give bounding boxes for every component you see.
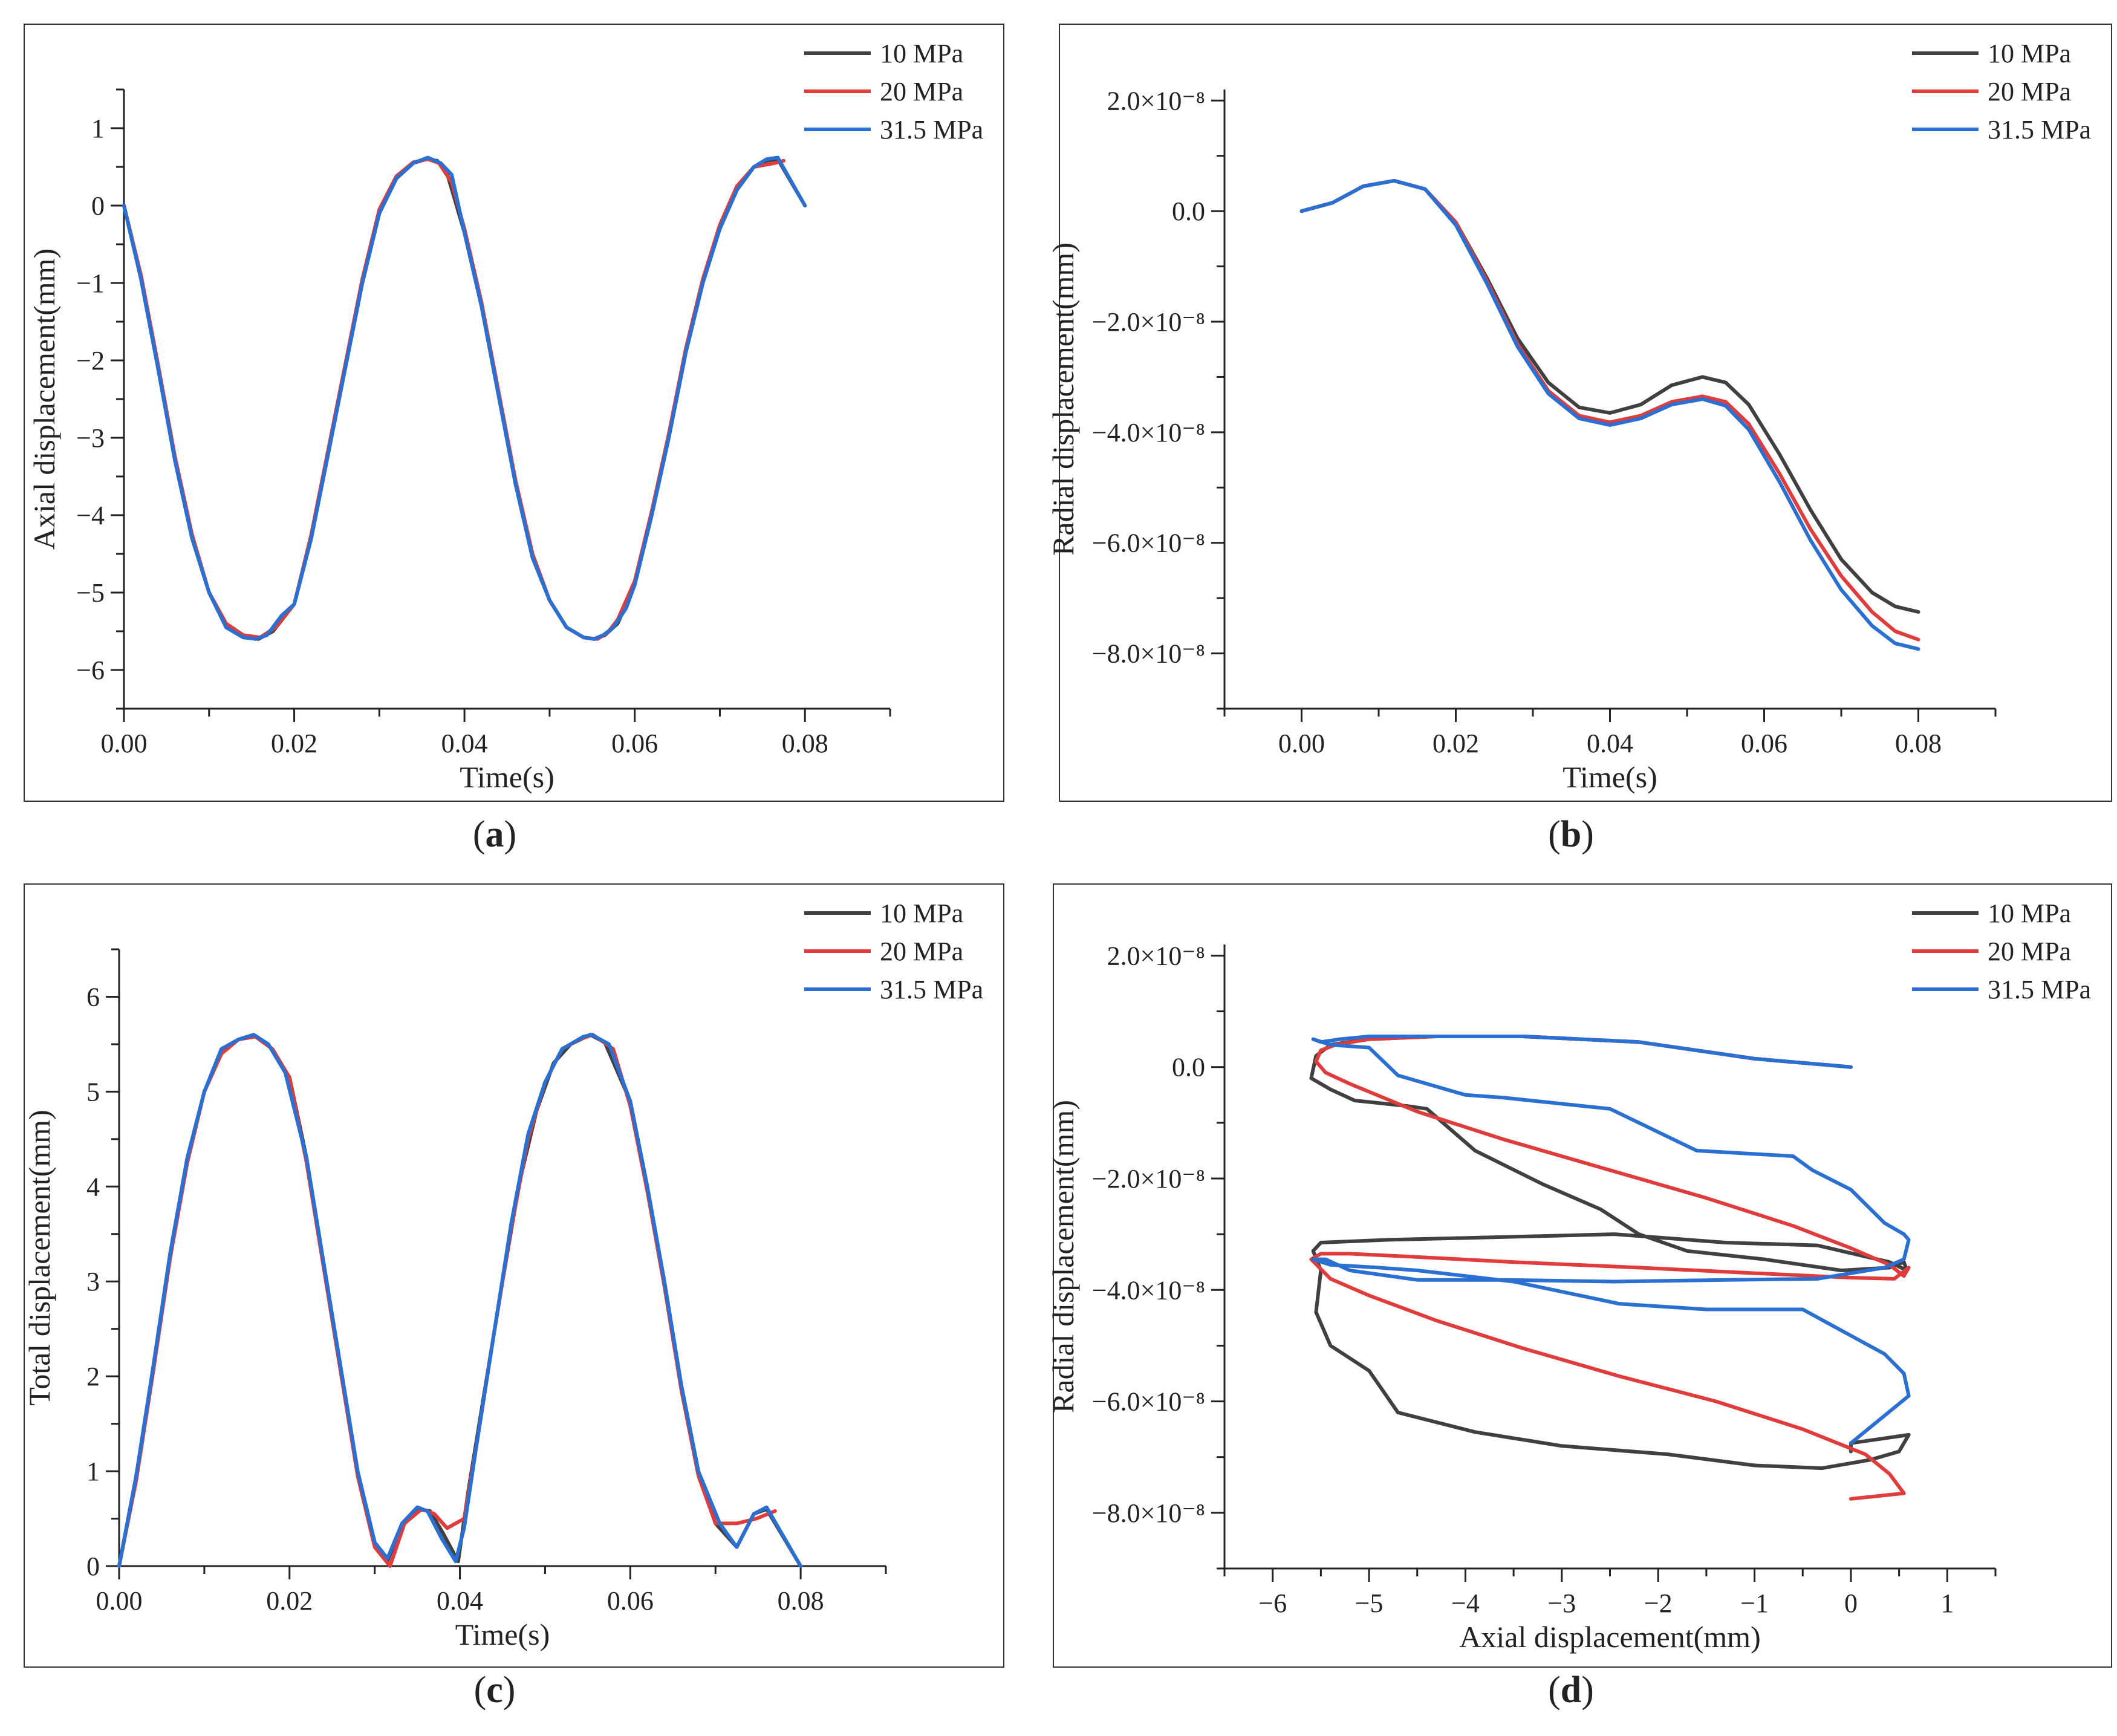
y-axis-label: Total displacement(mm): [22, 1110, 56, 1405]
y-tick-label: −4.0×10⁻⁸: [1092, 418, 1205, 447]
x-tick-label: 0.00: [1278, 729, 1325, 758]
y-tick-label: −8.0×10⁻⁸: [1092, 639, 1205, 669]
y-tick-label: −6.0×10⁻⁸: [1092, 528, 1205, 558]
y-tick-label: 0: [86, 1552, 100, 1581]
x-tick-label: 0.00: [96, 1586, 143, 1616]
y-tick-label: −1: [76, 268, 105, 298]
panel-a: 0.00 0.02 0.04 0.06 0.08 −6 −5 −4 −3 −2 −1 0 1 Time(s…: [24, 24, 1004, 802]
panel-label: (d): [1548, 1669, 1594, 1711]
y-tick-label: −2.0×10⁻⁸: [1092, 1164, 1205, 1194]
panel-frame: [1053, 883, 2112, 1668]
y-tick-label: 2.0×10⁻⁸: [1107, 941, 1205, 970]
series-line-20-mpa: [117, 1033, 777, 1568]
series-line-31-5-mpa: [122, 155, 807, 641]
series-line-20-mpa: [1299, 178, 1920, 642]
x-tick-label: 0.02: [1432, 729, 1479, 758]
series-line-31-5-mpa: [1299, 178, 1920, 651]
legend-label: 20 MPa: [880, 937, 963, 966]
x-tick-label: 0.00: [101, 729, 148, 758]
y-tick-label: −4.0×10⁻⁸: [1092, 1275, 1205, 1305]
y-tick-label: 0: [91, 191, 105, 221]
series-line-31-5-mpa: [117, 1033, 803, 1568]
x-tick-label: −3: [1547, 1588, 1576, 1618]
x-tick-label: 1: [1940, 1588, 1954, 1618]
y-tick-label: 2.0×10⁻⁸: [1107, 86, 1205, 115]
series-line-10-mpa: [1309, 1035, 1911, 1471]
y-tick-label: −2.0×10⁻⁸: [1092, 307, 1205, 337]
panel-label: (a): [473, 814, 516, 855]
legend-label: 10 MPa: [1988, 39, 2071, 68]
y-tick-label: 5: [86, 1077, 100, 1107]
x-tick-label: −5: [1355, 1588, 1384, 1618]
y-tick-label: −2: [76, 346, 105, 375]
panel-label: (b): [1548, 814, 1594, 855]
x-tick-label: 0.04: [441, 729, 488, 758]
x-axis-label: Time(s): [1563, 760, 1657, 794]
series-line-10-mpa: [117, 1033, 803, 1568]
panel-frame: [24, 24, 1004, 802]
y-tick-label: 0.0: [1172, 197, 1205, 226]
legend-label: 20 MPa: [1988, 937, 2071, 966]
y-axis-label: Radial displacement(mm): [1046, 242, 1080, 556]
x-tick-label: −1: [1740, 1588, 1769, 1618]
legend-label: 10 MPa: [1988, 899, 2071, 928]
y-tick-label: 1: [91, 114, 105, 143]
x-tick-label: 0: [1844, 1588, 1858, 1618]
legend-label: 31.5 MPa: [880, 975, 983, 1004]
legend-label: 31.5 MPa: [1988, 115, 2091, 145]
panel-frame: [24, 883, 1004, 1668]
x-tick-label: 0.08: [782, 729, 828, 758]
series-line-20-mpa: [122, 157, 785, 641]
panel-d: −6 −5 −4 −3 −2 −1 0 1 2.0×10⁻⁸ 0.0 −2.0×10⁻⁸ −4.0×1…: [1046, 883, 2112, 1668]
legend-label: 31.5 MPa: [1988, 975, 2091, 1004]
y-tick-label: 6: [86, 982, 100, 1012]
panel-b: 0.00 0.02 0.04 0.06 0.08 2.0×10⁻⁸ 0.0 −2.0×10⁻⁸…: [1046, 24, 2112, 802]
panel-label: (c): [474, 1669, 516, 1711]
x-tick-label: −2: [1644, 1588, 1673, 1618]
panel-c: 0.00 0.02 0.04 0.06 0.08 0 1 2 3 4 5 6 Time(s) Total …: [22, 883, 1004, 1668]
x-tick-label: 0.02: [271, 729, 317, 758]
x-axis-label: Axial displacement(mm): [1459, 1620, 1760, 1654]
series-line-10-mpa: [1299, 178, 1920, 614]
x-tick-label: 0.08: [778, 1586, 824, 1616]
x-tick-label: 0.06: [607, 1586, 654, 1616]
y-tick-label: 0.0: [1172, 1053, 1205, 1082]
x-axis-label: Time(s): [460, 760, 554, 794]
y-tick-label: −4: [76, 501, 105, 530]
y-tick-label: −6.0×10⁻⁸: [1092, 1387, 1205, 1417]
y-axis-label: Axial displacement(mm): [27, 249, 61, 550]
x-tick-label: −6: [1258, 1588, 1287, 1618]
y-tick-label: −5: [76, 578, 105, 608]
legend-label: 10 MPa: [880, 39, 963, 68]
x-tick-label: 0.04: [1587, 729, 1633, 758]
x-axis-label: Time(s): [455, 1617, 550, 1651]
y-tick-label: 2: [86, 1362, 100, 1391]
y-tick-label: 3: [86, 1267, 100, 1296]
panel-frame: [1059, 24, 2112, 802]
y-tick-label: 1: [86, 1457, 100, 1486]
series-line-31-5-mpa: [1311, 1035, 1911, 1445]
legend-label: 31.5 MPa: [880, 115, 983, 145]
y-axis-label: Radial displacement(mm): [1046, 1100, 1080, 1413]
legend-label: 20 MPa: [880, 77, 963, 106]
legend-label: 10 MPa: [880, 899, 963, 928]
x-tick-label: 0.04: [437, 1586, 483, 1616]
y-tick-label: −3: [76, 423, 105, 453]
y-tick-label: 4: [86, 1172, 100, 1201]
x-tick-label: 0.06: [1741, 729, 1787, 758]
y-tick-label: −6: [76, 655, 105, 685]
series-line-20-mpa: [1309, 1035, 1911, 1501]
x-tick-label: 0.06: [611, 729, 658, 758]
x-tick-label: 0.08: [1895, 729, 1942, 758]
y-tick-label: −8.0×10⁻⁸: [1092, 1498, 1205, 1528]
x-tick-label: 0.02: [266, 1586, 313, 1616]
legend-label: 20 MPa: [1988, 77, 2071, 106]
x-tick-label: −4: [1451, 1588, 1480, 1618]
